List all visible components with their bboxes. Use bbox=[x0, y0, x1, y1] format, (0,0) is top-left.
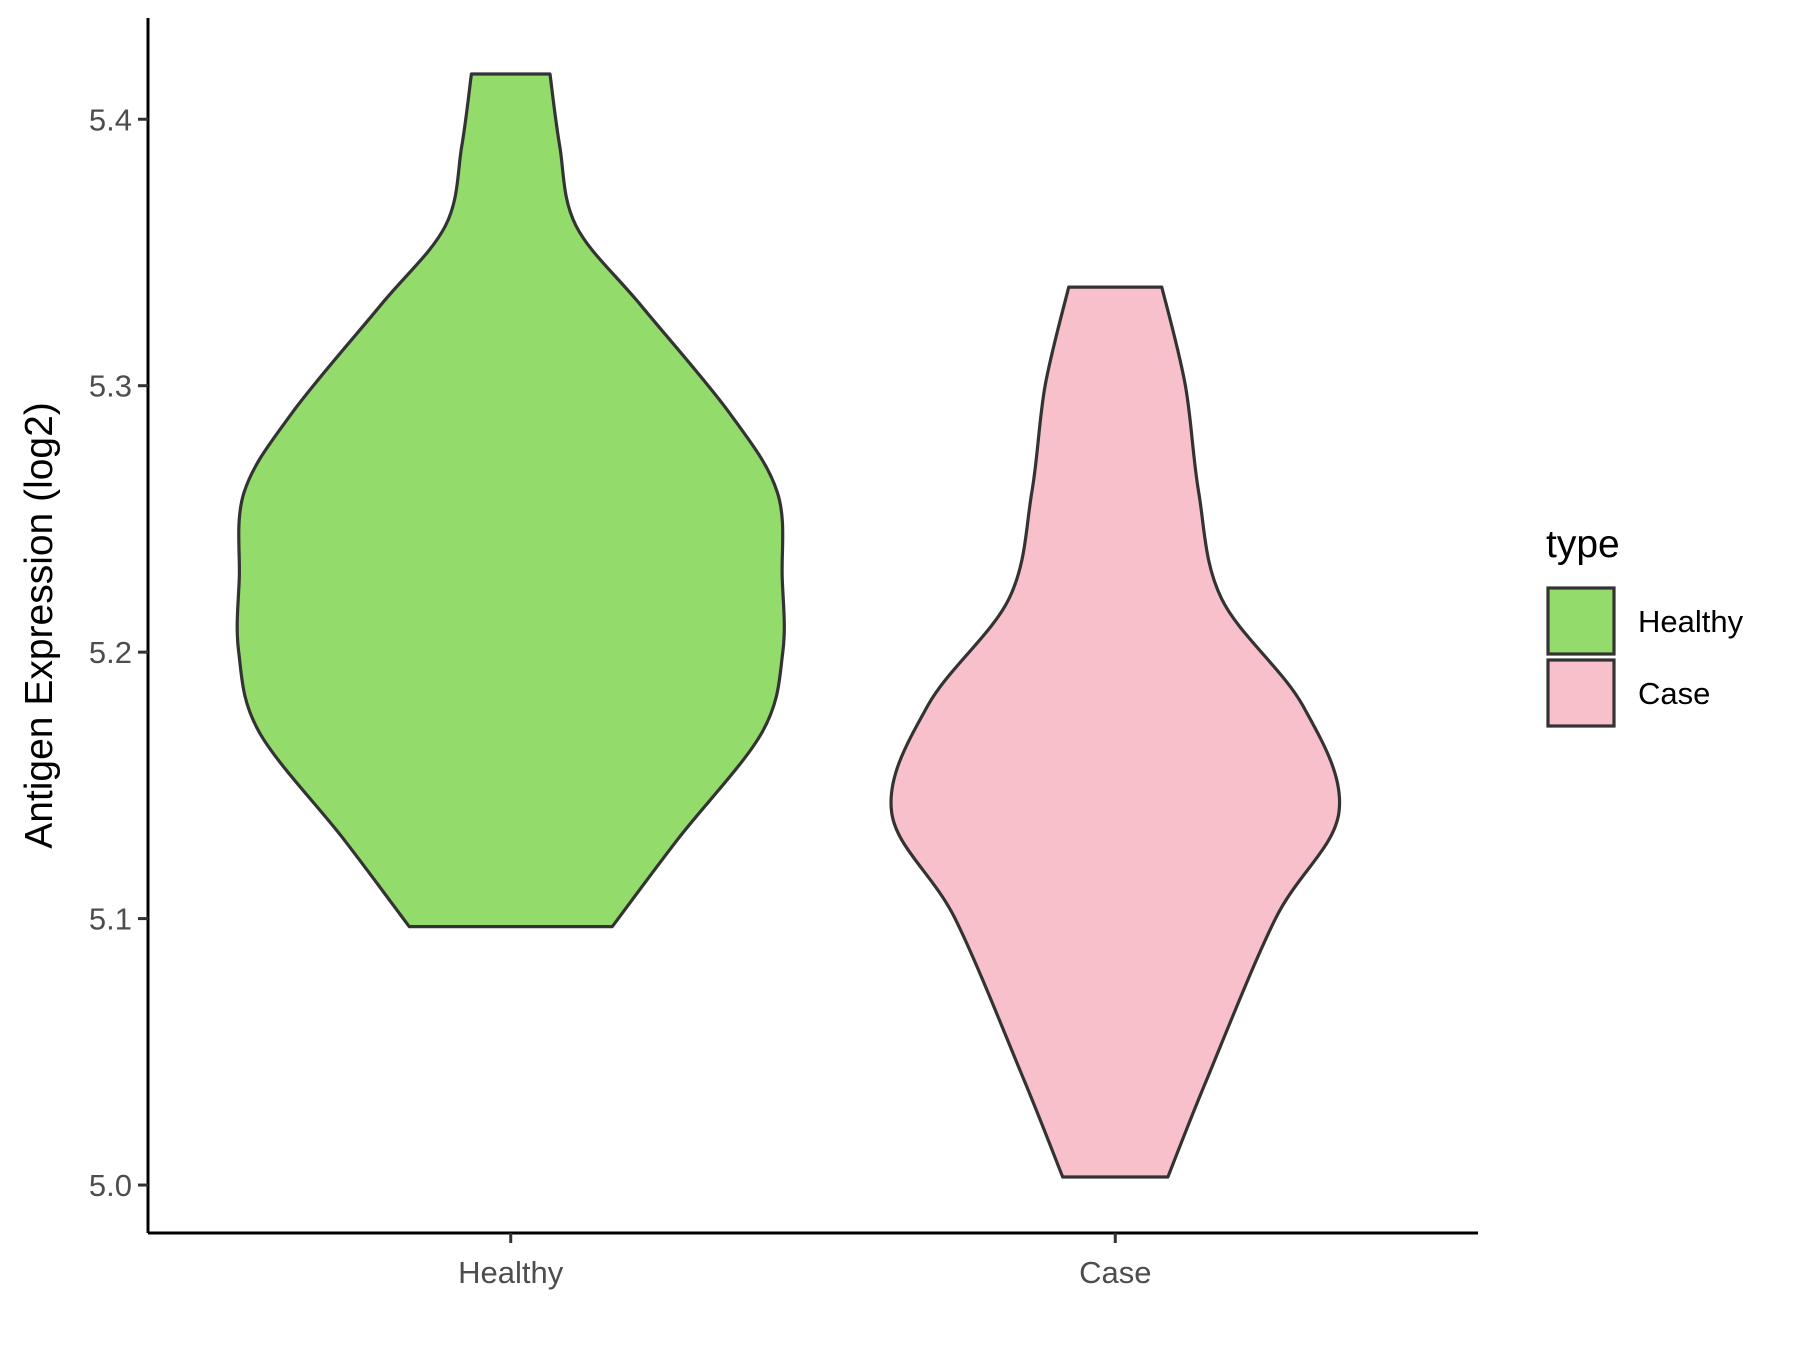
legend-title: type bbox=[1546, 523, 1620, 566]
y-tick-label: 5.3 bbox=[89, 369, 132, 404]
y-tick-label: 5.0 bbox=[89, 1168, 132, 1203]
y-tick-label: 5.2 bbox=[89, 635, 132, 670]
y-tick-label: 5.1 bbox=[89, 902, 132, 937]
legend: type Healthy Case bbox=[1546, 523, 1744, 728]
violin-layer bbox=[235, 72, 1342, 1179]
axes: 5.0 5.1 5.2 5.3 5.4 Healthy Case Antigen Expres… bbox=[18, 18, 1478, 1290]
y-tick-label: 5.4 bbox=[89, 102, 132, 137]
x-tick-label: Case bbox=[1079, 1255, 1151, 1290]
y-axis-title: Antigen Expression (log2) bbox=[18, 402, 61, 849]
legend-key-healthy bbox=[1546, 586, 1616, 656]
legend-label-healthy: Healthy bbox=[1638, 604, 1744, 639]
x-tick-label: Healthy bbox=[458, 1255, 564, 1290]
violin-case bbox=[889, 285, 1342, 1179]
legend-label-case: Case bbox=[1638, 676, 1710, 711]
legend-key-case bbox=[1546, 658, 1616, 728]
violin-healthy bbox=[235, 72, 786, 929]
